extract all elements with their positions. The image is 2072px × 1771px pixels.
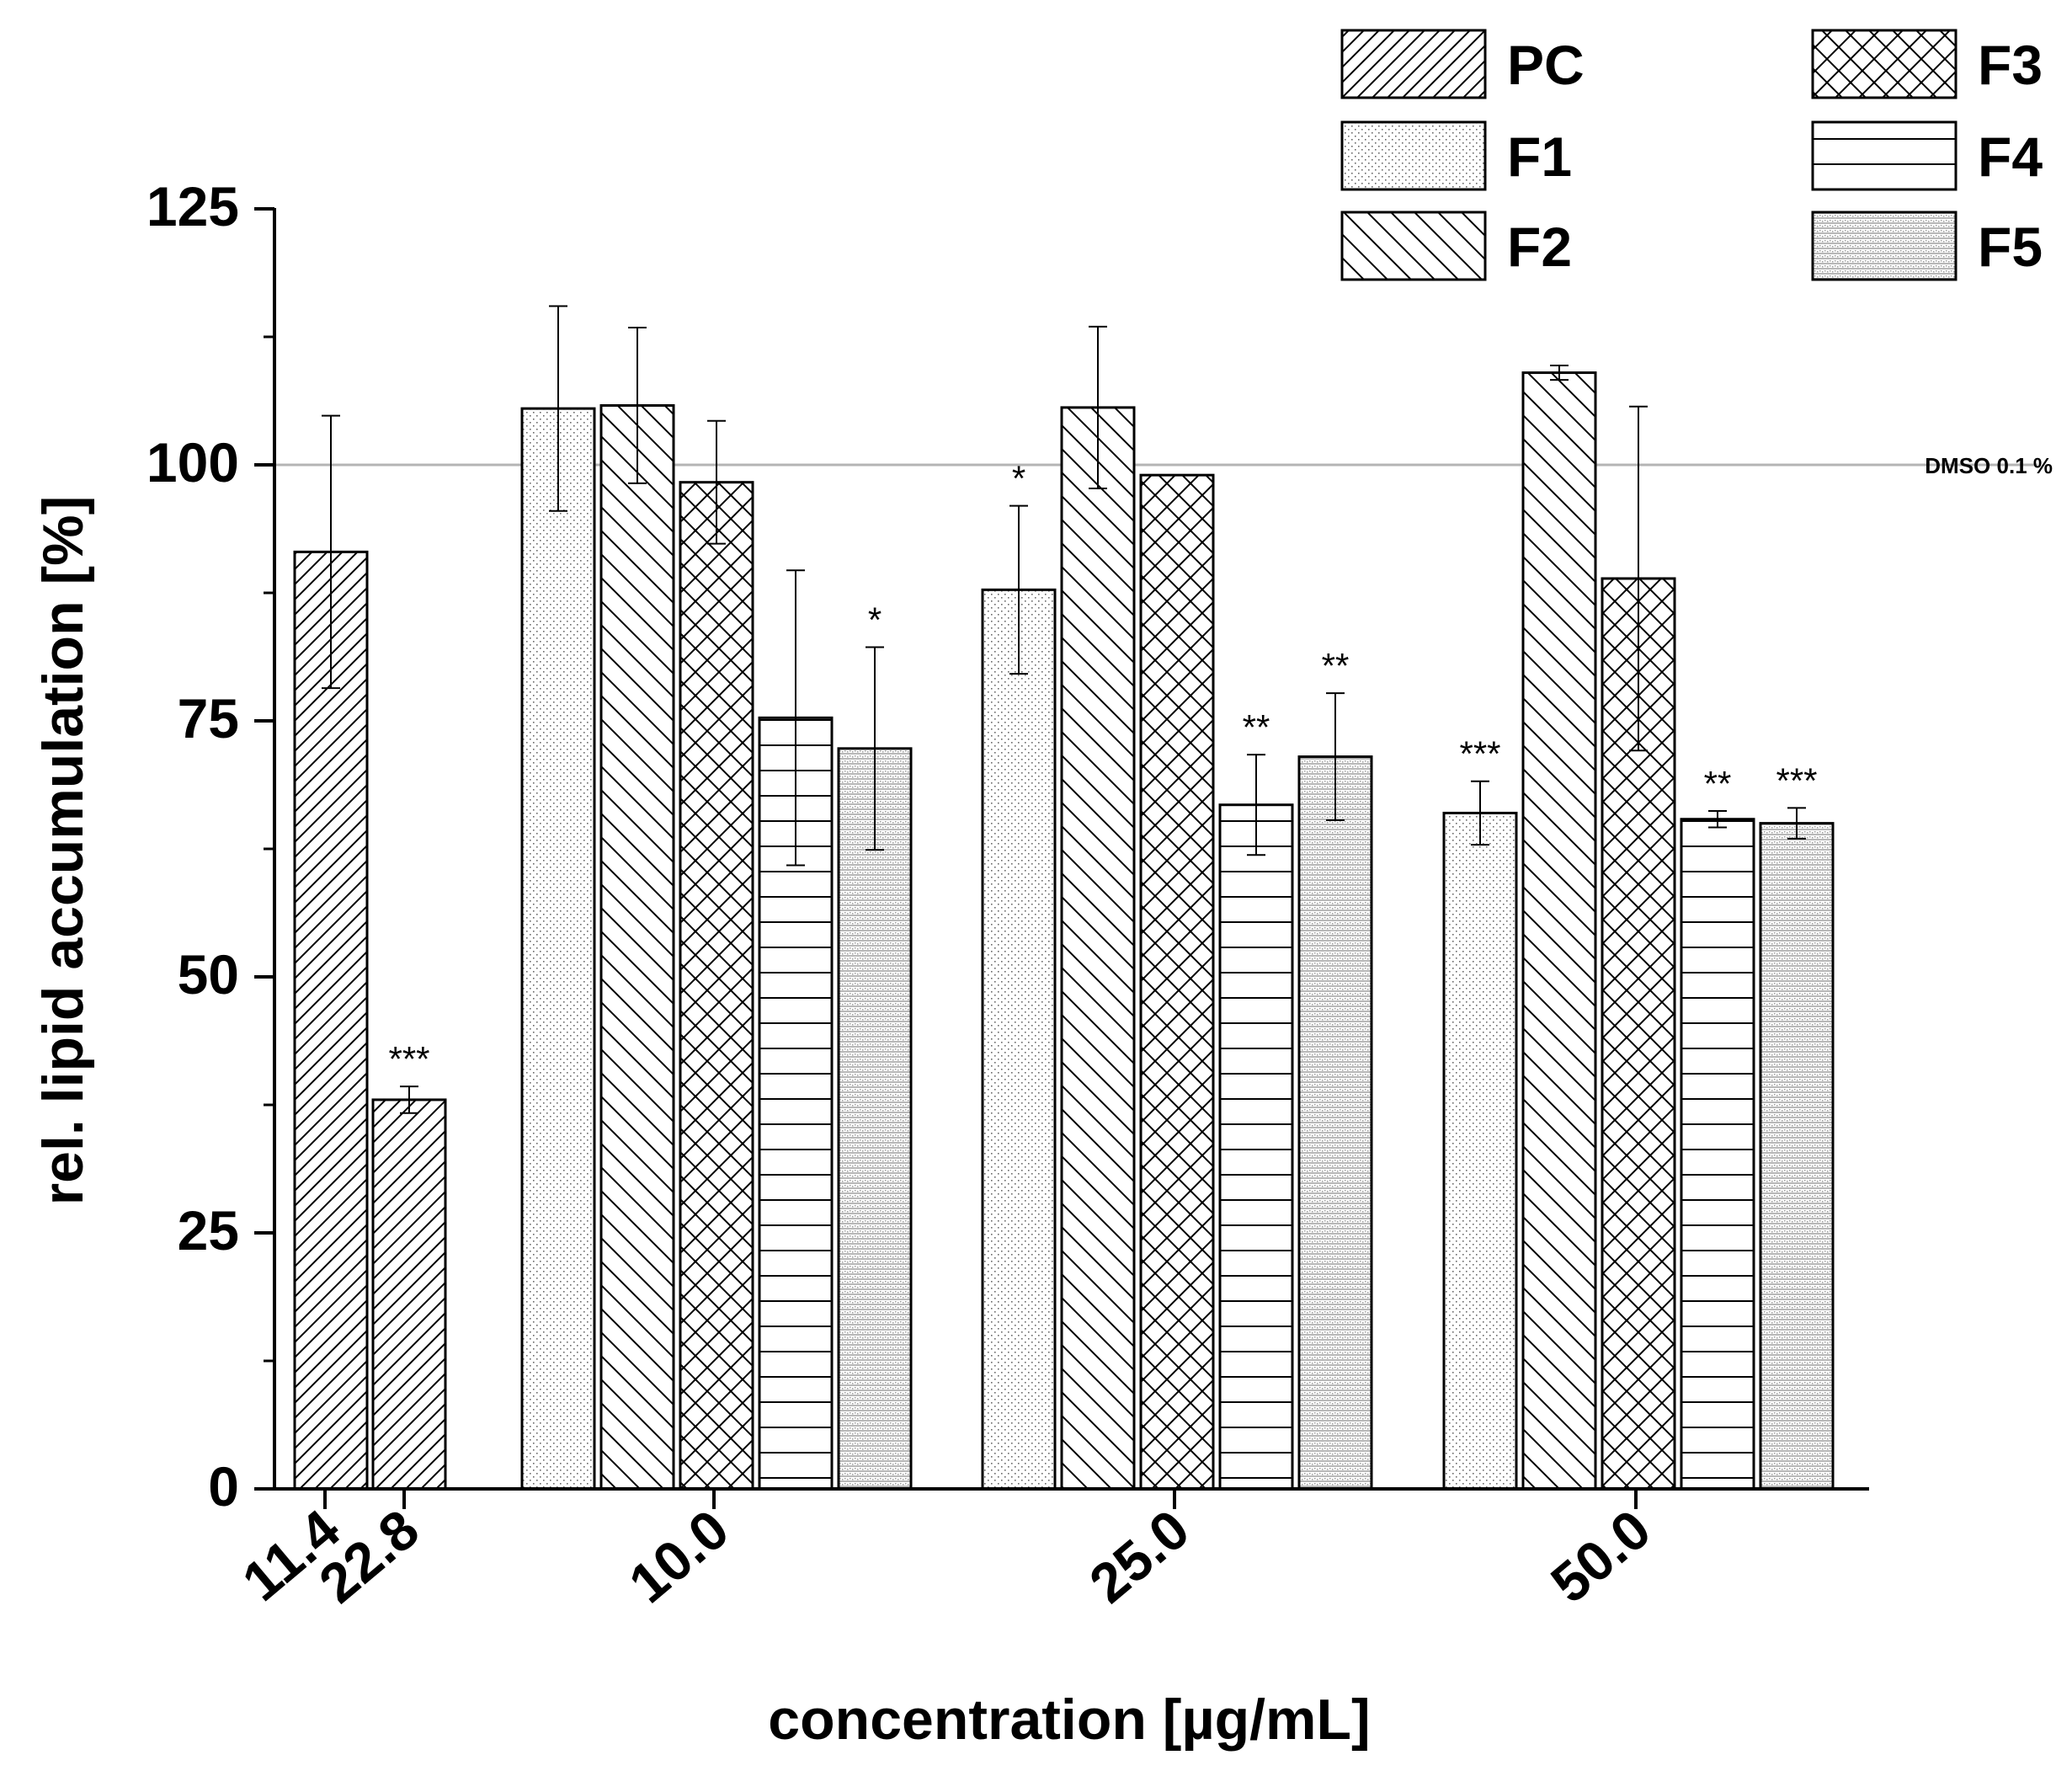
bar-F1-10.0 [520, 407, 596, 1491]
y-tick-label: 100 [146, 431, 239, 493]
legend-label-F3: F3 [1978, 34, 2043, 96]
significance-marker: *** [388, 1039, 429, 1079]
reference-line-label: DMSO 0.1 % [1925, 453, 2053, 478]
bar-F4-50.0 [1680, 818, 1755, 1491]
bar-F1-25.0 [981, 588, 1057, 1491]
y-tick-label: 125 [146, 175, 239, 237]
significance-marker: * [868, 600, 882, 639]
bar-F4-25.0 [1218, 803, 1294, 1491]
significance-marker: ** [1704, 764, 1732, 803]
x-tick-label: 10.0 [617, 1497, 740, 1614]
bar-F5-10.0 [837, 747, 913, 1491]
significance-marker: *** [1776, 760, 1817, 800]
bar-F5-50.0 [1759, 822, 1835, 1491]
y-axis-label: rel. lipid accumulation [%] [31, 496, 95, 1206]
legend-swatch-F5 [1811, 211, 1957, 281]
legend-label-F1: F1 [1507, 125, 1572, 188]
legend-label-PC: PC [1507, 34, 1585, 96]
bar-F5-25.0 [1297, 755, 1373, 1491]
y-tick-label: 25 [178, 1199, 239, 1262]
x-tick-label: 25.0 [1078, 1497, 1201, 1614]
bar-F3-10.0 [679, 481, 754, 1491]
legend-swatch-F2 [1340, 211, 1487, 281]
significance-marker: *** [1459, 734, 1500, 774]
legend-swatch-F1 [1340, 120, 1487, 191]
significance-marker: * [1012, 459, 1025, 499]
bar-F1-50.0 [1442, 811, 1518, 1491]
significance-marker: ** [1243, 707, 1270, 747]
significance-marker: ** [1322, 646, 1350, 685]
bar-PC-22.8 [371, 1098, 447, 1491]
bar-PC-11.4 [293, 550, 369, 1491]
legend-swatch-F4 [1811, 120, 1957, 191]
legend-label-F2: F2 [1507, 216, 1572, 278]
y-tick-label: 75 [178, 687, 239, 749]
y-tick-label: 0 [208, 1455, 239, 1518]
bar-F2-50.0 [1521, 371, 1597, 1491]
legend-swatch-PC [1340, 29, 1487, 99]
bar-F2-10.0 [599, 403, 675, 1491]
bar-F3-25.0 [1139, 473, 1215, 1491]
legend-swatch-F3 [1811, 29, 1957, 99]
x-tick-label: 50.0 [1539, 1497, 1662, 1614]
bar-F2-25.0 [1060, 406, 1136, 1491]
legend-label-F5: F5 [1978, 216, 2043, 278]
y-tick-label: 50 [178, 943, 239, 1006]
x-axis-label: concentration [µg/mL] [768, 1688, 1370, 1752]
legend-label-F4: F4 [1978, 125, 2043, 188]
